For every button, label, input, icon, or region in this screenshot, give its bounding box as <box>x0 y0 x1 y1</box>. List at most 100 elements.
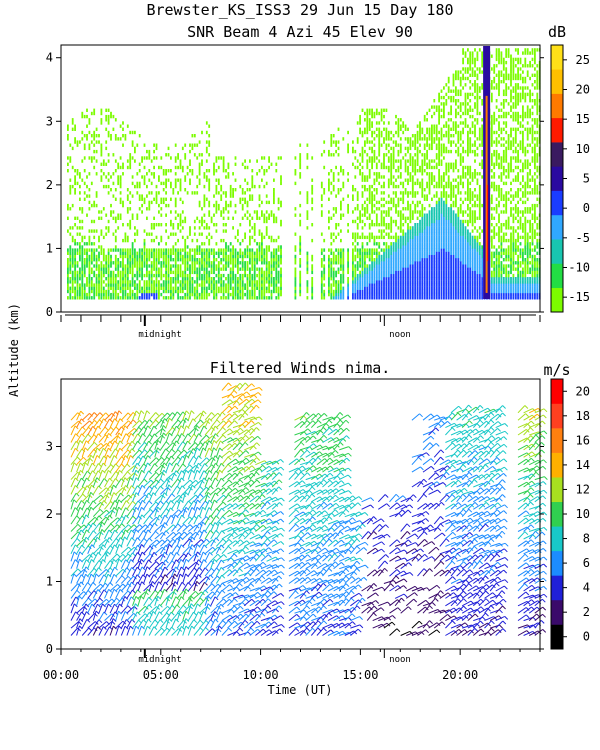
snr-cell <box>332 258 335 262</box>
snr-cell <box>359 264 361 268</box>
snr-cell <box>122 200 124 205</box>
snr-cell <box>225 175 227 179</box>
snr-cell <box>332 254 335 259</box>
snr-cell <box>332 289 335 294</box>
snr-cell <box>452 140 455 144</box>
snr-cell <box>261 261 263 265</box>
snr-cell <box>383 197 385 201</box>
snr-cell <box>416 289 419 294</box>
snr-cell <box>76 273 79 278</box>
snr-cell <box>340 283 342 287</box>
snr-cell <box>186 283 189 287</box>
snr-cell <box>375 219 378 224</box>
snr-cell <box>277 258 280 262</box>
snr-cell <box>411 270 414 275</box>
snr-cell <box>203 286 206 290</box>
snr-cell <box>229 248 232 252</box>
snr-cell <box>299 191 302 195</box>
snr-cell <box>399 238 402 243</box>
snr-cell <box>450 197 452 201</box>
snr-cell <box>459 232 462 236</box>
snr-cell <box>129 267 132 271</box>
snr-cell <box>366 286 369 290</box>
snr-cell <box>71 261 74 265</box>
snr-cell <box>387 121 390 125</box>
snr-cell <box>100 283 103 287</box>
snr-cell <box>90 261 93 265</box>
snr-cell <box>397 159 400 163</box>
snr-cell <box>148 248 151 252</box>
snr-cell <box>83 292 86 297</box>
snr-cell <box>390 273 393 278</box>
snr-cell <box>404 277 407 281</box>
snr-cell <box>414 242 417 246</box>
snr-cell <box>347 286 349 290</box>
snr-cell <box>332 283 335 287</box>
snr-cell <box>438 95 440 100</box>
snr-cell <box>459 178 462 182</box>
snr-cell <box>447 264 450 268</box>
snr-cell <box>299 251 302 255</box>
snr-cell <box>433 210 436 214</box>
snr-cell <box>356 137 359 141</box>
snr-cell <box>471 283 474 287</box>
snr-cell <box>481 60 484 65</box>
snr-cell <box>332 134 335 138</box>
snr-cell <box>129 258 132 262</box>
snr-cell <box>447 124 450 128</box>
snr-cell <box>352 280 354 284</box>
snr-cell <box>457 292 460 297</box>
snr-cell <box>414 229 417 233</box>
snr-cell <box>170 289 172 294</box>
snr-cell <box>299 203 302 208</box>
snr-cell <box>337 140 340 144</box>
snr-cell <box>366 188 369 192</box>
snr-cell <box>404 137 407 141</box>
snr-cell <box>440 296 443 300</box>
snr-cell <box>294 270 297 275</box>
snr-cell <box>452 248 455 252</box>
snr-cell <box>455 165 457 170</box>
snr-cell <box>438 140 440 144</box>
snr-cell <box>433 235 436 240</box>
snr-cell <box>76 216 79 220</box>
snr-cell <box>471 54 474 58</box>
snr-cell <box>455 292 457 297</box>
snr-cell <box>143 200 146 205</box>
snr-cell <box>407 165 409 170</box>
snr-cell <box>457 226 460 230</box>
snr-cell <box>86 258 88 262</box>
snr-cell <box>76 172 79 176</box>
snr-cell <box>445 219 448 224</box>
snr-cell <box>124 134 127 138</box>
snr-cell <box>251 273 254 278</box>
snr-cell <box>383 223 385 227</box>
snr-cell <box>294 283 297 287</box>
snr-cell <box>162 273 165 278</box>
snr-cell <box>455 245 457 249</box>
snr-cell <box>464 99 467 103</box>
snr-cell <box>452 188 455 192</box>
snr-cell <box>467 289 469 294</box>
snr-cell <box>476 83 479 87</box>
snr-cell <box>141 292 143 297</box>
snr-cell <box>323 273 326 278</box>
snr-cell <box>421 270 424 275</box>
snr-cell <box>452 203 455 208</box>
snr-cell <box>459 92 462 97</box>
snr-cell <box>445 149 448 154</box>
snr-cell <box>471 191 474 195</box>
snr-cell <box>241 296 244 300</box>
snr-cell <box>117 216 120 220</box>
snr-cell <box>340 277 342 281</box>
snr-cell <box>361 235 364 240</box>
snr-cell <box>258 254 261 259</box>
snr-cell <box>364 207 366 211</box>
snr-cell <box>474 159 476 163</box>
snr-cell <box>229 254 232 259</box>
snr-cell <box>457 92 460 97</box>
snr-cell <box>364 258 366 262</box>
snr-cell <box>380 229 383 233</box>
snr-cell <box>392 140 395 144</box>
snr-cell <box>440 130 443 135</box>
